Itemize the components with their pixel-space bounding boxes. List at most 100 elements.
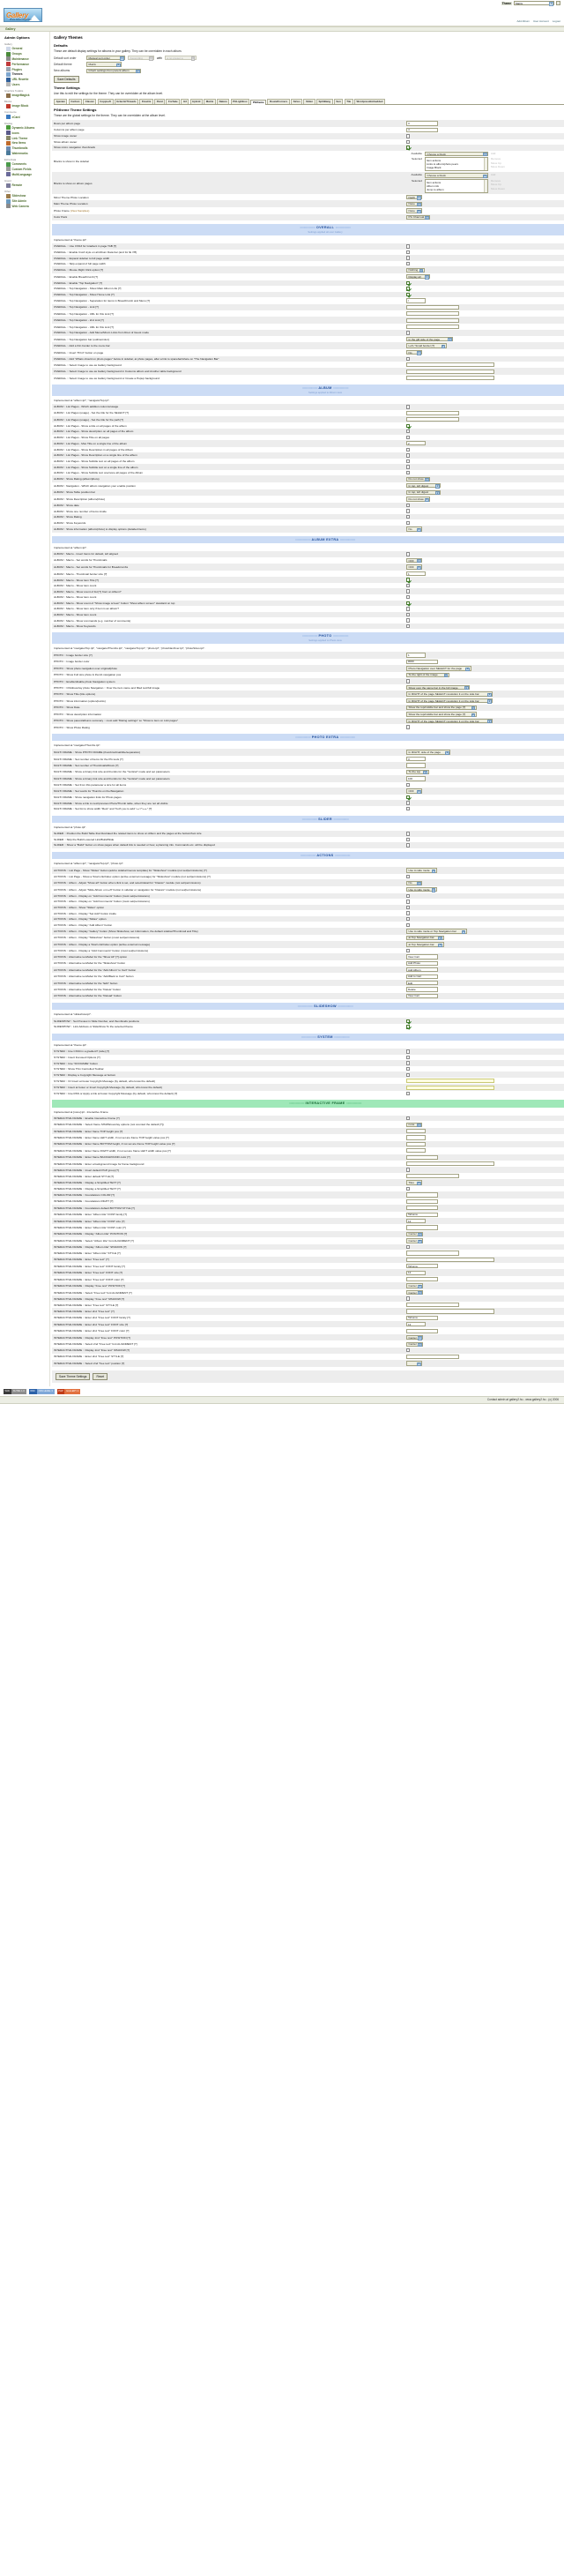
setting-checkbox[interactable]: [406, 1072, 411, 1077]
setting-checkbox[interactable]: [406, 1066, 411, 1071]
setting-text-input[interactable]: [406, 417, 459, 422]
list-item[interactable]: Item actions: [427, 180, 442, 184]
tab-classic[interactable]: Classic: [83, 99, 97, 105]
setting-checkbox[interactable]: [406, 509, 411, 513]
sidebar-item-image-block[interactable]: Image Block: [4, 103, 48, 109]
setting-text-input[interactable]: [406, 1212, 438, 1217]
setting-select[interactable]: at Top Navigation bar ▼: [406, 935, 444, 941]
setting-checkbox[interactable]: [406, 405, 411, 409]
setting-text-input[interactable]: [406, 1225, 438, 1230]
setting-text-input[interactable]: [406, 980, 438, 986]
setting-checkbox[interactable]: [406, 922, 411, 927]
setting-select[interactable]: Do not show ▼: [406, 497, 431, 502]
setting-checkbox[interactable]: [406, 331, 411, 335]
tab-sun[interactable]: Sun: [333, 99, 344, 105]
block-action-move-up[interactable]: Move Up: [491, 183, 502, 187]
sidebar-item-site-admin[interactable]: Site Admin: [4, 198, 48, 204]
setting-text-input[interactable]: [406, 324, 459, 330]
setting-text-input[interactable]: [406, 757, 426, 762]
setting-text-input[interactable]: [406, 1129, 426, 1134]
setting-text-input[interactable]: [406, 1303, 459, 1308]
sidebar-item-icons[interactable]: Icons: [4, 131, 48, 136]
setting-checkbox[interactable]: [406, 356, 411, 361]
setting-select[interactable]: Photo Navigation over SELECT for the pag…: [406, 666, 471, 671]
setting-text-input[interactable]: [406, 1198, 438, 1205]
setting-select[interactable]: To the top ▼: [406, 769, 429, 775]
tab-splitbang[interactable]: SplitBang: [315, 99, 333, 105]
setting-checkbox[interactable]: [406, 1168, 411, 1172]
setting-checkbox[interactable]: [406, 470, 411, 475]
setting-checkbox[interactable]: [406, 807, 411, 811]
setting-text-input[interactable]: [406, 960, 438, 967]
setting-text-input[interactable]: [406, 375, 494, 381]
setting-checkbox[interactable]: [406, 435, 411, 440]
setting-text-input[interactable]: [406, 317, 459, 323]
tab-floatrix[interactable]: Floatrix: [139, 99, 153, 105]
setting-checkbox[interactable]: [406, 244, 411, 249]
setting-select[interactable]: Use to side mode or Top Navigation bar ▼: [406, 929, 467, 934]
setting-text-input[interactable]: [406, 441, 426, 446]
setting-select[interactable]: Center ▼: [406, 1334, 424, 1340]
setting-checkbox[interactable]: [406, 1348, 411, 1353]
setting-checkbox[interactable]: [406, 900, 411, 904]
setting-checkbox[interactable]: [406, 1061, 411, 1065]
setting-text-input[interactable]: [406, 954, 438, 959]
setting-text-input[interactable]: [406, 1322, 426, 1327]
setting-checkbox[interactable]: [406, 423, 411, 428]
setting-text-input[interactable]: [406, 1154, 438, 1160]
setting-checkbox[interactable]: [406, 948, 411, 953]
setting-select[interactable]: In the gift side of the page ▼: [406, 336, 454, 342]
setting-text-input[interactable]: [406, 311, 459, 317]
setting-text-input[interactable]: [406, 1218, 426, 1224]
setting-checkbox[interactable]: [406, 287, 411, 291]
setting-text-input[interactable]: [406, 1135, 426, 1140]
sidebar-item-groups[interactable]: Groups: [4, 51, 48, 56]
block-add-button[interactable]: Add: [491, 173, 496, 177]
sidebar-item-watermarks[interactable]: Watermarks: [4, 151, 48, 156]
listbox-scrollbar[interactable]: [484, 158, 487, 171]
setting-select[interactable]: Center ▼: [406, 1341, 424, 1348]
setting-checkbox[interactable]: [406, 261, 411, 266]
tab-pgtheme[interactable]: PGtheme: [250, 99, 267, 105]
setting-checkbox[interactable]: [406, 911, 411, 915]
setting-select[interactable]: Show over the same bar in the full image…: [406, 684, 470, 691]
setting-text-input[interactable]: [406, 763, 426, 768]
list-item[interactable]: Links to album/photo peers: [427, 162, 459, 167]
default-sort-order-select[interactable]: Manual sort order ▼: [86, 56, 125, 61]
setting-select[interactable]: OFF ▼: [406, 788, 422, 794]
setting-checkbox[interactable]: [406, 1116, 411, 1121]
setting-checkbox[interactable]: [406, 453, 411, 458]
setting-select[interactable]: Center ▼: [406, 1231, 424, 1237]
setting-text-input[interactable]: [406, 1276, 438, 1282]
sidebar-item-new-items[interactable]: New Items: [4, 140, 48, 146]
setting-text-input[interactable]: [406, 1148, 426, 1154]
setting-select[interactable]: Center ▼: [406, 1283, 424, 1288]
sidebar-item-custom-fields[interactable]: Custom Fields: [4, 167, 48, 172]
setting-checkbox[interactable]: [406, 447, 411, 452]
sidebar-item-ecard[interactable]: eCard: [4, 115, 48, 120]
setting-text-input[interactable]: [406, 1085, 494, 1090]
gallery-logo[interactable]: Gallery Photo Album Organizer: [4, 8, 42, 22]
setting-select[interactable]: In RIGHT of the page SELECT resolution i…: [406, 718, 494, 724]
setting-text-input[interactable]: [406, 1328, 438, 1333]
setting-text-input[interactable]: [406, 1315, 438, 1320]
list-item[interactable]: Image Block: [427, 166, 442, 170]
setting-select[interactable]: Do not show ▼: [406, 476, 431, 482]
setting-select[interactable]: ▼: [406, 1361, 422, 1366]
sidebar-item-performance[interactable]: Performance: [4, 62, 48, 67]
setting-text-input[interactable]: [406, 1141, 426, 1147]
setting-checkbox[interactable]: [406, 139, 411, 145]
sidebar-item-general[interactable]: General: [4, 46, 48, 52]
setting-checkbox[interactable]: [406, 795, 411, 800]
save-defaults-button[interactable]: Save Defaults: [54, 76, 79, 84]
setting-checkbox[interactable]: [406, 250, 411, 255]
setting-text-input[interactable]: [406, 967, 438, 973]
setting-select[interactable]: Display all ▼: [406, 274, 431, 280]
sort-preset-select[interactable]: a no preset a ▼: [164, 56, 197, 61]
sidebar-item-thumbnails[interactable]: Thumbnails: [4, 146, 48, 151]
sidebar-item-themes[interactable]: Themes: [4, 71, 48, 77]
setting-text-input[interactable]: [406, 1309, 494, 1314]
setting-text-input[interactable]: [406, 1206, 438, 1211]
tab-g3[interactable]: G3: [181, 99, 189, 105]
setting-select[interactable]: No ▼: [406, 350, 422, 355]
